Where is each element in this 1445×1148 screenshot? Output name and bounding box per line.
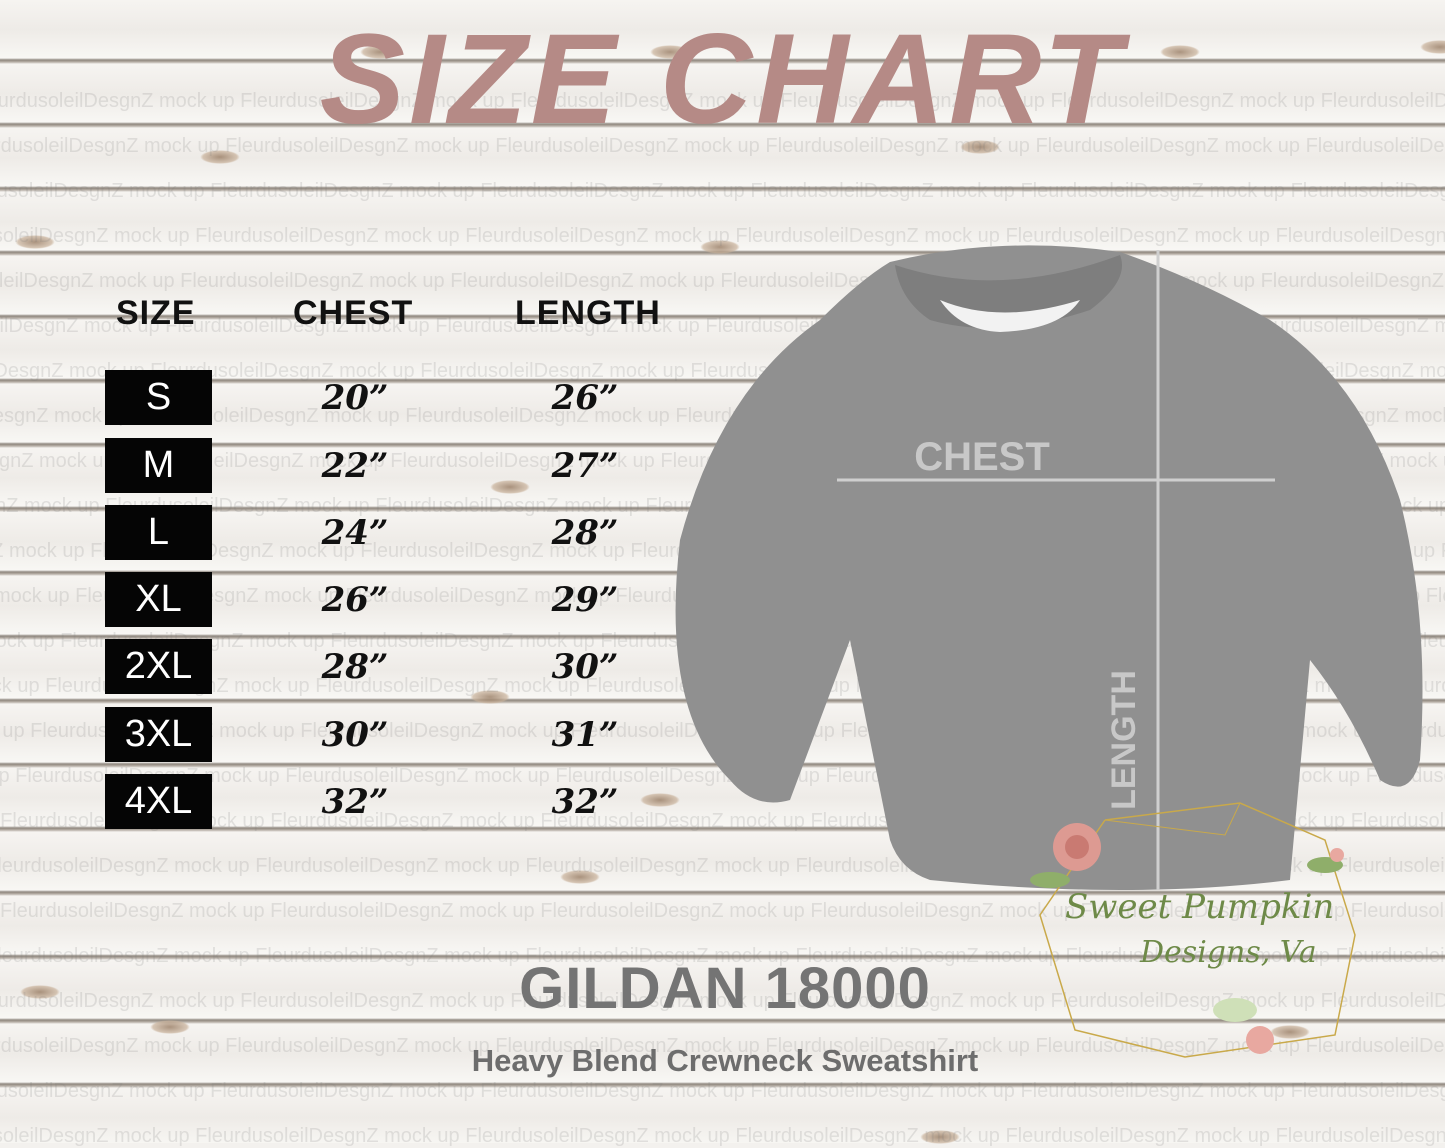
page-title: SIZE CHART (319, 8, 1126, 151)
product-description: Heavy Blend Crewneck Sweatshirt (471, 1043, 979, 1078)
watermark-text: FleurdusoleilDesgnZ mock up Fleurdusolei… (0, 1080, 1445, 1102)
header-chest: CHEST (293, 294, 414, 332)
geometric-frame-icon (1030, 802, 1356, 1058)
size-label: M (105, 438, 212, 493)
length-value: 27” (551, 446, 619, 486)
length-value: 30” (551, 647, 619, 687)
length-label: LENGTH (1105, 670, 1143, 810)
wood-knot (700, 240, 740, 254)
flower-icon (1246, 1026, 1274, 1054)
watermark-text: FleurdusoleilDesgnZ mock up Fleurdusolei… (0, 1035, 1445, 1057)
size-label: XL (105, 572, 212, 627)
wood-knot (650, 45, 690, 59)
chest-value: 20” (321, 378, 389, 418)
logo-line2: Designs, Va (1140, 935, 1317, 970)
chest-value: 28” (321, 647, 389, 687)
header-size: SIZE (116, 294, 196, 332)
brand-logo: Sweet Pumpkin Designs, Va (1025, 795, 1365, 1065)
wood-knot (490, 480, 530, 494)
wood-knot (1270, 1025, 1310, 1039)
wood-knot (470, 690, 510, 704)
wood-knot (360, 45, 400, 59)
watermark-text: FleurdusoleilDesgnZ mock up Fleurdusolei… (0, 990, 1445, 1012)
size-label: 3XL (105, 707, 212, 762)
chest-value: 24” (321, 513, 389, 553)
length-value: 26” (551, 378, 619, 418)
sweatshirt-image: CHEST LENGTH (675, 245, 1423, 890)
size-label: 2XL (105, 639, 212, 694)
chest-value: 30” (321, 715, 389, 755)
length-value: 29” (551, 580, 619, 620)
wood-knot (15, 235, 55, 249)
header-length: LENGTH (515, 294, 661, 332)
wood-knot (150, 1020, 190, 1034)
product-model: GILDAN 18000 (519, 956, 931, 1021)
watermark-text: FleurdusoleilDesgnZ mock up Fleurdusolei… (0, 180, 1445, 202)
wood-knot (20, 985, 60, 999)
wood-knot (960, 140, 1000, 154)
wood-knot (920, 1130, 960, 1144)
chest-value: 26” (321, 580, 389, 620)
wood-knot (1160, 45, 1200, 59)
wood-knot (200, 150, 240, 164)
chest-value: 32” (321, 782, 389, 822)
length-value: 31” (551, 715, 619, 755)
watermark-text: FleurdusoleilDesgnZ mock up Fleurdusolei… (0, 900, 1445, 922)
wood-knot (560, 870, 600, 884)
size-label: 4XL (105, 774, 212, 829)
wood-knot (640, 793, 680, 807)
watermark-text: FleurdusoleilDesgnZ mock up Fleurdusolei… (0, 945, 1445, 967)
length-value: 32” (551, 782, 619, 822)
chest-label: CHEST (914, 435, 1050, 479)
watermark-text: FleurdusoleilDesgnZ mock up Fleurdusolei… (0, 225, 1445, 247)
watermark-text: FleurdusoleilDesgnZ mock up Fleurdusolei… (0, 1125, 1445, 1147)
logo-line1: Sweet Pumpkin (1065, 887, 1335, 927)
watermark-text: FleurdusoleilDesgnZ mock up Fleurdusolei… (0, 90, 1445, 112)
watermark-text: FleurdusoleilDesgnZ mock up Fleurdusolei… (0, 135, 1445, 157)
wood-knot (1420, 40, 1445, 54)
size-label: L (105, 505, 212, 560)
size-label: S (105, 370, 212, 425)
length-value: 28” (551, 513, 619, 553)
chest-value: 22” (321, 446, 389, 486)
